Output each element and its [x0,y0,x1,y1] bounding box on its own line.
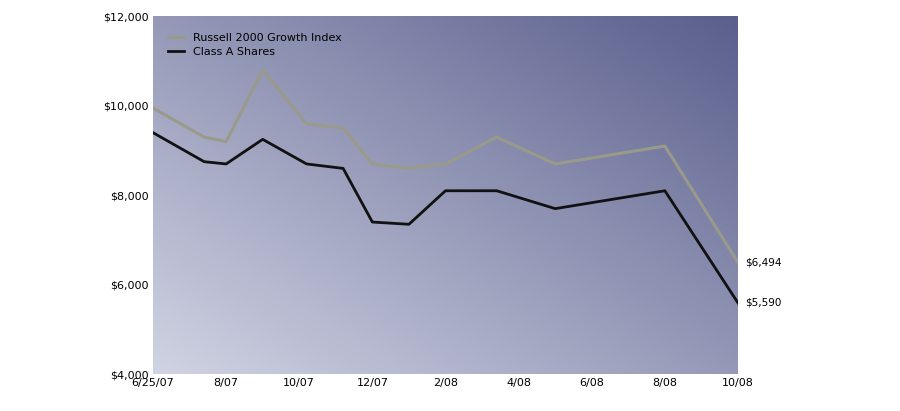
Russell 2000 Growth Index [491,135,502,140]
Class A Shares [367,219,378,224]
Class A Shares [257,137,268,142]
Russell 2000 Growth Index [338,126,348,131]
Russell 2000 Growth Index [257,67,268,72]
Russell 2000 Growth Index [660,143,670,148]
Class A Shares [733,300,743,305]
Russell 2000 Growth Index [733,260,743,265]
Legend: Russell 2000 Growth Index, Class A Shares: Russell 2000 Growth Index, Class A Share… [165,29,346,60]
Russell 2000 Growth Index [302,121,312,126]
Text: $6,494: $6,494 [745,258,782,268]
Russell 2000 Growth Index [220,139,231,144]
Class A Shares [148,130,158,135]
Class A Shares [491,188,502,193]
Class A Shares [199,159,210,164]
Line: Class A Shares: Class A Shares [153,133,738,303]
Class A Shares [338,166,348,171]
Russell 2000 Growth Index [550,162,561,166]
Class A Shares [302,162,312,166]
Russell 2000 Growth Index [440,162,451,166]
Russell 2000 Growth Index [403,166,414,171]
Class A Shares [550,206,561,211]
Class A Shares [440,188,451,193]
Class A Shares [403,222,414,227]
Class A Shares [660,188,670,193]
Russell 2000 Growth Index [148,106,158,111]
Russell 2000 Growth Index [199,135,210,140]
Line: Russell 2000 Growth Index: Russell 2000 Growth Index [153,70,738,263]
Class A Shares [220,162,231,166]
Russell 2000 Growth Index [367,162,378,166]
Text: $5,590: $5,590 [745,298,782,308]
